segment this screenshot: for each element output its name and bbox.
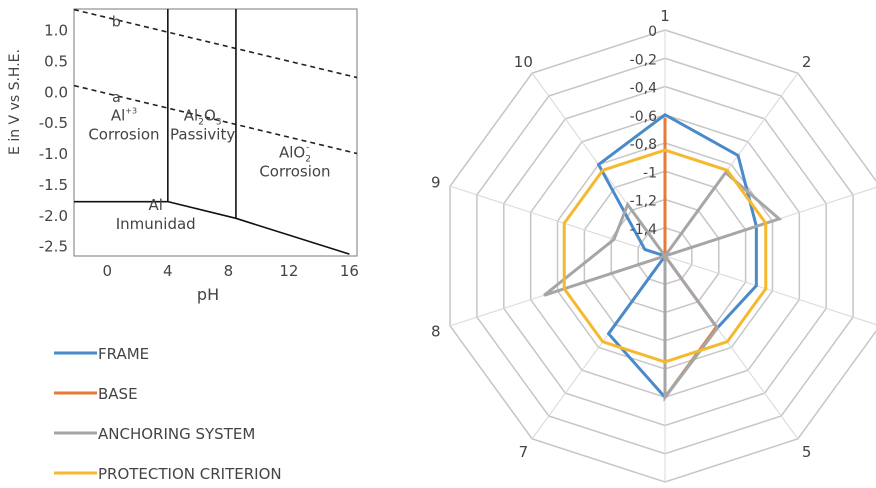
- legend-label: BASE: [98, 385, 138, 403]
- plot-frame: [73, 8, 358, 257]
- y-tick-label: 1.0: [44, 22, 68, 40]
- radar-tick-label: -0,4: [630, 81, 657, 97]
- svg-text:Corrosion: Corrosion: [259, 162, 330, 180]
- radar-axis-label: 10: [514, 53, 533, 71]
- radar-series-anchoring-system: [543, 170, 783, 402]
- radar-spoke: [449, 185, 666, 257]
- svg-text:Passivity: Passivity: [170, 125, 235, 143]
- y-tick-label: -0.5: [39, 114, 68, 132]
- x-tick-label: 12: [279, 262, 298, 280]
- radar-axis-label: 7: [519, 443, 529, 461]
- y-tick-label: -1.5: [39, 176, 68, 194]
- radar-spoke: [664, 255, 876, 326]
- y-tick-label: -2.0: [39, 207, 68, 225]
- y-tick-label: 0.5: [44, 52, 68, 70]
- radar-axis-label: 5: [802, 443, 812, 461]
- legend-item: BASE: [54, 385, 138, 403]
- y-tick-label: -2.5: [39, 238, 68, 256]
- svg-text:Corrosion: Corrosion: [88, 125, 159, 143]
- x-tick-label: 4: [163, 262, 173, 280]
- legend-item: FRAME: [54, 345, 149, 363]
- radar-tick-label: -1,2: [630, 194, 657, 210]
- legend-label: FRAME: [98, 345, 149, 363]
- svg-text:Al2O3: Al2O3: [184, 106, 222, 127]
- line-label-a: a: [112, 90, 121, 106]
- x-tick-label: 8: [224, 262, 234, 280]
- radar-series-protection-criterion: [562, 148, 768, 364]
- radar-tick-label: -1: [643, 165, 657, 181]
- radar-axis-label: 8: [431, 322, 441, 340]
- svg-text:Inmunidad: Inmunidad: [116, 215, 196, 233]
- y-axis-label: E in V vs S.H.E.: [7, 49, 23, 155]
- x-tick-label: 0: [103, 262, 113, 280]
- dashed-line-b: [73, 8, 358, 79]
- legend-label: ANCHORING SYSTEM: [98, 425, 255, 443]
- radar-axis-label: 2: [802, 53, 812, 71]
- y-tick-label: 0.0: [44, 83, 68, 101]
- radar-tick-label: -0,8: [630, 137, 657, 153]
- radar-axis-label: 1: [660, 7, 670, 25]
- svg-text:AlO2-: AlO2-: [279, 142, 311, 164]
- svg-text:Al: Al: [149, 196, 163, 214]
- legend-item: ANCHORING SYSTEM: [54, 425, 255, 443]
- line-label-b: b: [112, 14, 121, 30]
- legend-label: PROTECTION CRITERION: [98, 465, 282, 483]
- region-label-alo2: AlO2-Corrosion: [259, 142, 330, 180]
- radar-axis-label: 9: [431, 174, 441, 192]
- y-tick-label: -1.0: [39, 145, 68, 163]
- radar-tick-label: -0,2: [630, 52, 657, 68]
- radar-tick-label: 0: [648, 24, 657, 40]
- x-axis-label: pH: [197, 285, 219, 304]
- boundary-line: [167, 200, 350, 255]
- legend-item: PROTECTION CRITERION: [54, 465, 282, 483]
- dashed-line-a: [73, 84, 358, 155]
- x-tick-label: 16: [340, 262, 359, 280]
- radar-tick-label: -1,4: [630, 222, 657, 238]
- radar-tick-label: -0,6: [630, 109, 657, 125]
